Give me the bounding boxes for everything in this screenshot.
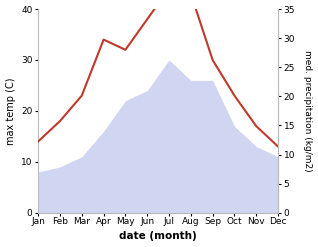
Y-axis label: max temp (C): max temp (C) bbox=[5, 77, 16, 145]
X-axis label: date (month): date (month) bbox=[119, 231, 197, 242]
Y-axis label: med. precipitation (kg/m2): med. precipitation (kg/m2) bbox=[303, 50, 313, 172]
